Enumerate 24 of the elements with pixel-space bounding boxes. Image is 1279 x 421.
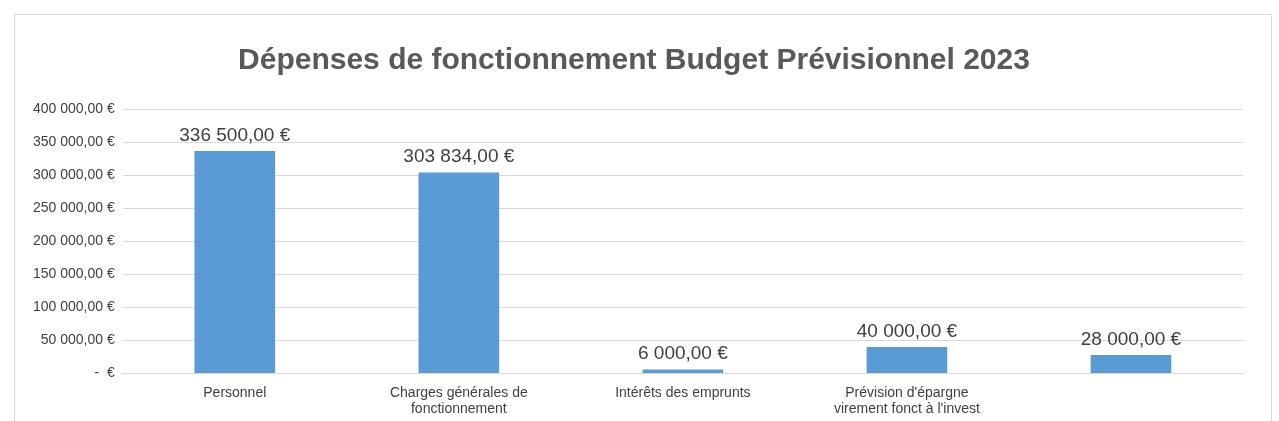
y-tick-label: - € bbox=[94, 364, 115, 381]
y-tick-label: 400 000,00 € bbox=[32, 99, 115, 116]
x-tick-label: Intérêts des emprunts bbox=[615, 383, 751, 400]
y-tick-label: 100 000,00 € bbox=[32, 298, 115, 315]
y-tick-label: 350 000,00 € bbox=[32, 132, 115, 149]
y-tick-label: 300 000,00 € bbox=[32, 165, 115, 182]
data-label: 28 000,00 € bbox=[1080, 327, 1182, 349]
bar bbox=[866, 346, 948, 373]
data-label: 303 834,00 € bbox=[403, 145, 515, 167]
data-label: 40 000,00 € bbox=[856, 319, 958, 341]
y-tick-label: 150 000,00 € bbox=[32, 265, 115, 282]
x-tick-label: Personnel bbox=[203, 383, 267, 400]
x-tick-label: Charges générales de fonctionnement bbox=[389, 383, 528, 417]
bar bbox=[1090, 354, 1172, 373]
chart-title: Dépenses de fonctionnement Budget Prévisionnel 2023 bbox=[238, 42, 1030, 76]
y-tick-label: 250 000,00 € bbox=[32, 199, 115, 216]
bar bbox=[642, 369, 724, 373]
bar bbox=[418, 172, 500, 373]
data-label: 336 500,00 € bbox=[179, 123, 291, 145]
x-tick-label: Prévision d'épargne virement fonct à l'invest bbox=[833, 383, 980, 417]
data-label: 6 000,00 € bbox=[637, 342, 729, 364]
bar bbox=[194, 150, 276, 373]
y-tick-label: 200 000,00 € bbox=[32, 232, 115, 249]
y-tick-label: 50 000,00 € bbox=[40, 331, 115, 348]
